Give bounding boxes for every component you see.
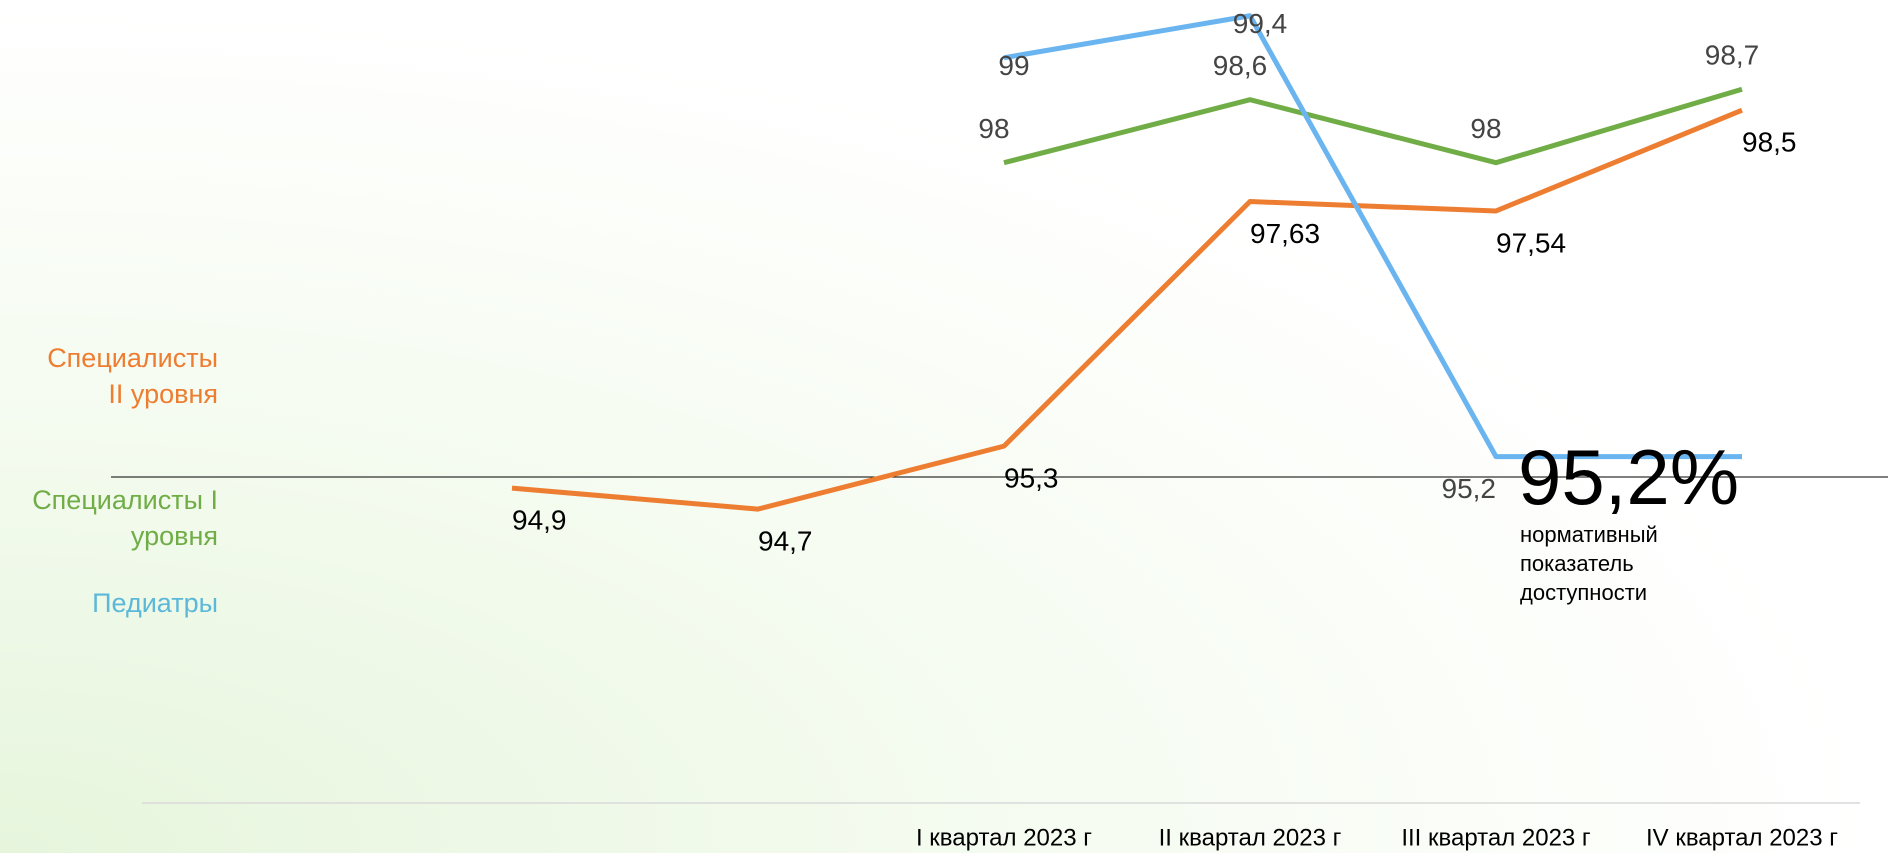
legend-entry: Специалисты I уровня: [28, 482, 218, 554]
data-label: 95,2: [1442, 473, 1497, 504]
data-label: 94,7: [758, 525, 813, 556]
data-label: 95,3: [1004, 463, 1059, 494]
x-tick-label: I квартал 2023 г: [916, 824, 1092, 851]
legend-entry: Специалисты II уровня: [28, 340, 218, 412]
series-line: [1004, 16, 1742, 457]
data-label: 94,9: [512, 504, 567, 535]
legend-entry: Педиатры: [28, 585, 218, 621]
norm-value: 95,2%: [1518, 432, 1739, 522]
x-tick-label: IV квартал 2023 г: [1646, 824, 1838, 851]
data-label: 98,7: [1705, 40, 1760, 71]
series-line: [1004, 89, 1742, 162]
x-tick-label: II квартал 2023 г: [1159, 824, 1342, 851]
chart: I квартал 2023 г II квартал 2023 г III ква…: [0, 0, 1888, 853]
data-label: 99,4: [1233, 8, 1288, 39]
x-tick-label: III квартал 2023 г: [1401, 824, 1591, 851]
page: I квартал 2023 г II квартал 2023 г III ква…: [0, 0, 1888, 853]
data-label: 98: [978, 113, 1009, 144]
norm-caption: нормативный показатель доступности: [1520, 520, 1710, 607]
data-label: 97,63: [1250, 218, 1320, 249]
data-label: 97,54: [1496, 227, 1566, 258]
data-label: 98,6: [1213, 50, 1268, 81]
data-label: 99: [998, 50, 1029, 81]
data-label: 98: [1470, 113, 1501, 144]
data-label: 98,5: [1742, 127, 1797, 158]
